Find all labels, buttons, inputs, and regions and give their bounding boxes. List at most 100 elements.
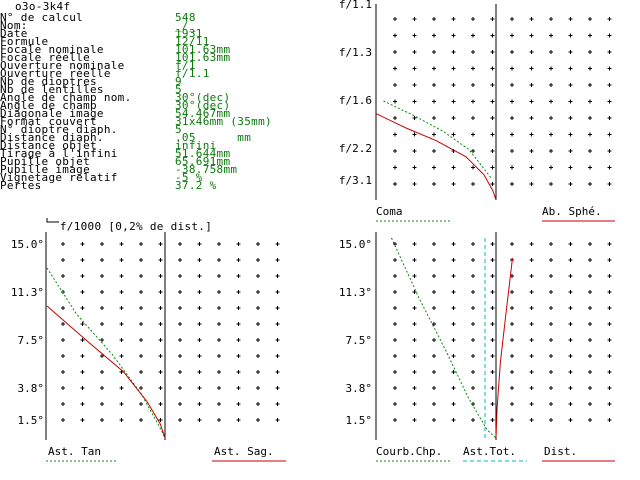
grid-plus bbox=[100, 338, 104, 342]
grid-plus bbox=[197, 418, 202, 422]
param-value: 37.2 % bbox=[175, 179, 217, 192]
grid-plus bbox=[451, 338, 456, 342]
grid-plus bbox=[510, 370, 514, 374]
grid-plus bbox=[119, 386, 124, 390]
series-line-ast-sag- bbox=[46, 305, 166, 439]
grid-plus bbox=[80, 338, 85, 342]
grid-plus bbox=[607, 338, 612, 342]
grid-plus bbox=[588, 322, 592, 326]
grid-plus bbox=[451, 165, 456, 170]
grid-plus bbox=[158, 258, 163, 262]
param-label: Nb de lentilles bbox=[0, 83, 104, 96]
grid-plus bbox=[607, 149, 612, 153]
param-value: .05 mm bbox=[175, 131, 252, 144]
grid-plus bbox=[451, 66, 456, 71]
grid-plus bbox=[412, 66, 417, 71]
grid-plus bbox=[568, 83, 573, 87]
grid-plus bbox=[256, 402, 260, 406]
series-line-dist- bbox=[495, 257, 513, 439]
grid-plus bbox=[197, 322, 202, 326]
grid-plus bbox=[451, 354, 456, 358]
grid-plus bbox=[471, 258, 475, 262]
grid-plus bbox=[236, 274, 241, 278]
y-tick-label: 1.5° bbox=[18, 414, 45, 427]
grid-plus bbox=[236, 306, 241, 310]
param-value: 30°(dec) bbox=[175, 99, 231, 112]
grid-plus bbox=[178, 418, 182, 422]
param-value: f/1.1 bbox=[175, 67, 210, 80]
grid-plus bbox=[510, 17, 514, 21]
grid-plus bbox=[432, 242, 436, 246]
grid-plus bbox=[529, 274, 534, 278]
grid-plus bbox=[236, 338, 241, 342]
grid-plus bbox=[178, 258, 182, 262]
grid-plus bbox=[412, 370, 417, 374]
grid-plus bbox=[217, 322, 221, 326]
param-label: N° dioptre diaph. bbox=[0, 123, 118, 136]
grid-plus bbox=[510, 165, 514, 170]
grid-plus bbox=[393, 50, 397, 54]
grid-plus bbox=[568, 132, 573, 137]
grid-plus bbox=[510, 149, 514, 153]
grid-plus bbox=[412, 354, 417, 358]
grid-plus bbox=[432, 402, 436, 406]
grid-plus bbox=[412, 402, 417, 406]
grid-plus bbox=[275, 354, 280, 358]
grid-plus bbox=[451, 182, 456, 186]
series-line-ast-tan bbox=[46, 267, 166, 439]
grid-plus bbox=[432, 149, 436, 153]
grid-plus bbox=[451, 50, 456, 54]
grid-plus bbox=[549, 33, 553, 38]
grid-plus bbox=[607, 242, 612, 246]
param-label: Ouverture réelle bbox=[0, 67, 111, 80]
grid-plus bbox=[490, 116, 495, 120]
grid-plus bbox=[568, 116, 573, 120]
grid-plus bbox=[471, 338, 475, 342]
param-value: -38.758mm bbox=[175, 163, 238, 176]
grid-plus bbox=[100, 322, 104, 326]
param-label: Date bbox=[0, 27, 28, 40]
grid-plus bbox=[393, 165, 397, 170]
grid-plus bbox=[490, 402, 495, 406]
grid-plus bbox=[432, 116, 436, 120]
grid-plus bbox=[412, 306, 417, 310]
grid-plus bbox=[412, 116, 417, 120]
grid-plus bbox=[158, 242, 163, 246]
grid-plus bbox=[510, 99, 514, 104]
grid-plus bbox=[61, 402, 65, 406]
grid-plus bbox=[529, 418, 534, 422]
grid-plus bbox=[451, 274, 456, 278]
grid-plus bbox=[510, 386, 514, 390]
grid-plus bbox=[588, 116, 592, 120]
distortion-scale-text: f/1000 [0,2% de dist.] bbox=[59, 220, 213, 233]
grid-plus bbox=[432, 370, 436, 374]
grid-plus bbox=[510, 116, 514, 120]
grid-plus bbox=[393, 322, 397, 326]
grid-plus bbox=[61, 258, 65, 262]
grid-plus bbox=[100, 402, 104, 406]
grid-plus bbox=[549, 386, 553, 390]
param-value: f/1 bbox=[175, 59, 196, 72]
grid-plus bbox=[393, 402, 397, 406]
grid-plus bbox=[588, 386, 592, 390]
grid-plus bbox=[510, 306, 514, 310]
grid-plus bbox=[568, 354, 573, 358]
grid-plus bbox=[275, 338, 280, 342]
grid-plus bbox=[393, 306, 397, 310]
grid-plus bbox=[236, 322, 241, 326]
grid-plus bbox=[61, 274, 65, 278]
grid-plus bbox=[393, 386, 397, 390]
grid-plus bbox=[100, 258, 104, 262]
grid-plus bbox=[510, 242, 514, 246]
param-label: Nom: bbox=[0, 19, 28, 32]
param-label: Focale réelle bbox=[0, 51, 90, 64]
grid-plus bbox=[256, 338, 260, 342]
grid-plus bbox=[178, 338, 182, 342]
grid-plus bbox=[119, 258, 124, 262]
grid-plus bbox=[393, 99, 397, 104]
param-value: 54.467mm bbox=[175, 107, 231, 120]
grid-plus bbox=[61, 322, 65, 326]
param-label: Diagonale image bbox=[0, 107, 104, 120]
grid-plus bbox=[471, 149, 475, 153]
grid-plus bbox=[490, 418, 495, 422]
